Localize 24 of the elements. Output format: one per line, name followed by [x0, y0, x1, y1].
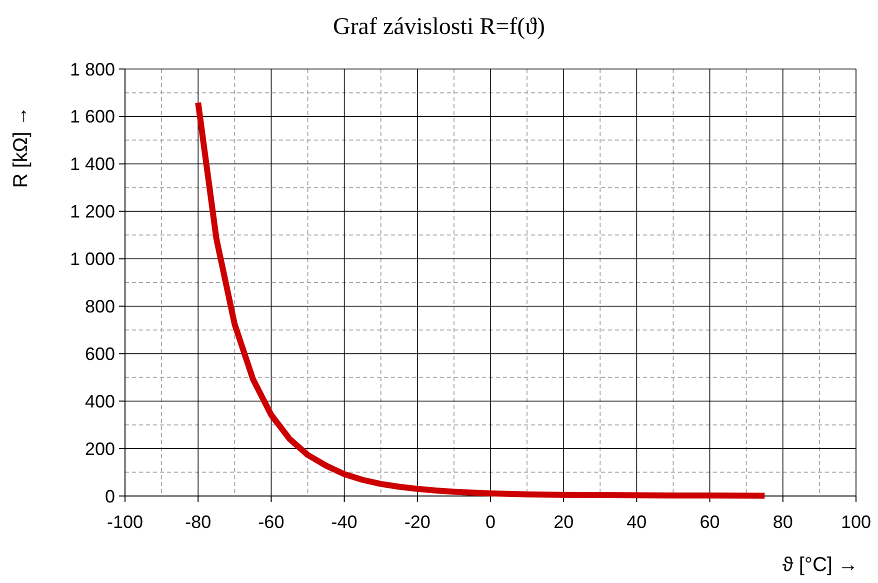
- y-tick-label: 0: [104, 486, 115, 506]
- y-tick-label: 200: [84, 438, 115, 459]
- x-tick-label: -80: [185, 512, 212, 532]
- x-tick-label: -20: [404, 512, 430, 532]
- x-tick-label: 20: [554, 512, 574, 532]
- y-tick-label: 1 400: [70, 154, 115, 174]
- x-tick-label: 100: [840, 512, 872, 532]
- y-tick-label: 600: [84, 344, 115, 364]
- chart-title: Graf závislosti R=f(ϑ): [332, 14, 546, 40]
- x-tick-label: 80: [772, 512, 793, 532]
- x-tick-label: 60: [700, 512, 720, 532]
- y-tick-label: 1 200: [70, 202, 115, 222]
- x-tick-label: -40: [331, 512, 358, 532]
- x-tick-label: -100: [106, 512, 144, 532]
- x-tick-label: 0: [485, 512, 496, 532]
- y-tick-label: 1 800: [70, 59, 115, 80]
- x-tick-label: -60: [258, 512, 284, 532]
- x-axis-title: ϑ [°C] →: [782, 554, 858, 576]
- y-tick-label: 1 600: [70, 106, 115, 127]
- y-tick-label: 800: [84, 296, 115, 317]
- x-tick-label: 40: [626, 512, 647, 532]
- y-axis-title: R [kΩ] →: [10, 106, 32, 188]
- y-tick-label: 400: [84, 391, 115, 412]
- y-tick-label: 1 000: [70, 249, 115, 270]
